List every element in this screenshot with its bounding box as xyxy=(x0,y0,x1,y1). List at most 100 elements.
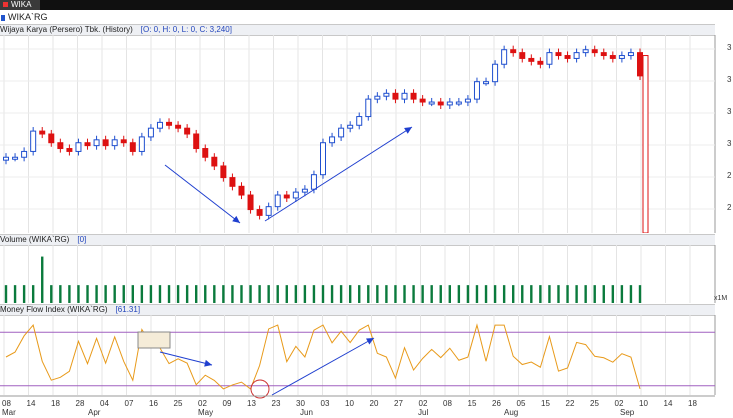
price-chart[interactable]: 3333222 xyxy=(0,35,733,233)
candle-body xyxy=(428,101,435,105)
volume-panel-info: [0] xyxy=(77,235,87,244)
candle-body-last xyxy=(642,55,649,233)
candle-body xyxy=(66,148,73,152)
candle-body xyxy=(301,188,308,193)
candle-body xyxy=(102,139,109,147)
x-axis-month-label: Apr xyxy=(88,408,101,417)
candle-body xyxy=(627,52,634,57)
candle-body xyxy=(120,139,127,144)
candle-body xyxy=(528,57,535,62)
bar-chart-icon xyxy=(1,14,5,21)
x-axis-day-label: 02 xyxy=(419,399,428,408)
volume-bar xyxy=(530,285,533,303)
candle-body xyxy=(75,142,82,152)
volume-bar xyxy=(258,285,261,303)
volume-bar xyxy=(376,285,379,303)
volume-bar xyxy=(502,285,506,303)
x-axis-day-label: 25 xyxy=(174,399,183,408)
candle-body xyxy=(111,139,118,147)
volume-bar xyxy=(131,285,134,303)
x-axis-day-label: 27 xyxy=(394,399,403,408)
volume-bar xyxy=(629,285,633,303)
candle-body xyxy=(147,127,154,138)
volume-bar xyxy=(249,285,252,303)
x-axis-day-label: 30 xyxy=(296,399,305,408)
volume-bar xyxy=(267,285,270,303)
volume-bar xyxy=(303,285,307,303)
volume-bar xyxy=(330,285,334,303)
candle-body xyxy=(618,55,625,59)
symbol-label[interactable]: WIKA`RG xyxy=(8,12,48,22)
symbol-bar: WIKA`RG xyxy=(0,10,733,25)
volume-bar xyxy=(68,285,71,303)
candle-body xyxy=(283,194,290,199)
x-axis-day-label: 03 xyxy=(321,399,330,408)
volume-bar xyxy=(421,285,424,303)
candle-body xyxy=(57,142,64,150)
candle-body xyxy=(383,92,390,97)
candle-body xyxy=(455,101,462,105)
volume-bar xyxy=(50,285,53,303)
x-axis-day-label: 28 xyxy=(76,399,85,408)
tab-label: WIKA xyxy=(11,0,32,9)
mfi-chart[interactable]: 08 14 18 28 04 07 16 25 02 09 13 23 30 03 10 20 27 02 08 15… xyxy=(0,315,733,418)
volume-bar xyxy=(403,285,406,303)
trend-arrow-down xyxy=(164,164,241,224)
x-axis-day-label: 14 xyxy=(27,399,36,408)
x-axis-day-label: 15 xyxy=(541,399,550,408)
volume-bar xyxy=(77,285,80,303)
volume-bar xyxy=(339,285,343,303)
volume-bar xyxy=(548,285,551,303)
candle-body xyxy=(39,130,46,135)
volume-bar xyxy=(158,285,162,303)
volume-bar xyxy=(276,285,279,303)
volume-bar xyxy=(638,285,642,303)
volume-bar xyxy=(213,285,216,303)
x-axis-day-label: 14 xyxy=(664,399,673,408)
volume-panel-title: Volume (WIKA`RG) xyxy=(0,235,70,244)
x-axis-day-label: 15 xyxy=(468,399,477,408)
volume-bar xyxy=(59,285,62,303)
candle-body xyxy=(247,194,254,211)
candle-body xyxy=(555,52,562,57)
candle-body xyxy=(419,98,426,103)
candle-body xyxy=(175,124,182,129)
volume-scale-label: x1M xyxy=(714,295,727,302)
candle-body xyxy=(138,136,145,152)
volume-bar xyxy=(575,285,578,303)
trend-arrow-up-head xyxy=(404,127,412,134)
price-axis-label: 3 xyxy=(727,43,732,52)
price-panel-info: [O: 0, H: 0, L: 0, C: 3,240] xyxy=(140,25,232,34)
volume-bar xyxy=(457,285,461,303)
mfi-arrow-down xyxy=(159,351,213,366)
candle-body xyxy=(519,52,526,59)
candle-body xyxy=(202,148,209,158)
title-bar: WIKA xyxy=(0,0,733,10)
volume-bar xyxy=(13,285,17,303)
x-axis-day-label: 22 xyxy=(566,399,575,408)
candle-body xyxy=(637,52,643,77)
candle-body xyxy=(166,121,173,126)
volume-bar xyxy=(204,285,207,303)
candle-body xyxy=(320,142,326,176)
price-axis-label: 2 xyxy=(727,203,732,212)
x-axis-month-label: Aug xyxy=(504,408,518,417)
tab-wika[interactable]: WIKA xyxy=(0,0,40,10)
volume-chart[interactable]: x1M xyxy=(0,245,733,303)
volume-bar xyxy=(466,285,470,303)
candle-body xyxy=(329,136,336,144)
volume-panel-header: Volume (WIKA`RG) [0] xyxy=(0,234,715,246)
volume-bar xyxy=(385,285,388,303)
price-panel-title: Wijaya Karya (Persero) Tbk. (History) xyxy=(0,25,133,34)
x-axis-day-label: 18 xyxy=(688,399,697,408)
candle-body xyxy=(310,174,317,190)
mfi-arrow-up xyxy=(271,337,375,396)
candle-body xyxy=(473,81,480,100)
x-axis-day-label: 05 xyxy=(517,399,526,408)
candle-body xyxy=(374,95,381,100)
volume-bar xyxy=(231,285,234,303)
volume-bar xyxy=(185,285,189,303)
volume-bar xyxy=(394,285,397,303)
candle-body xyxy=(265,206,272,216)
volume-bar xyxy=(358,285,361,303)
